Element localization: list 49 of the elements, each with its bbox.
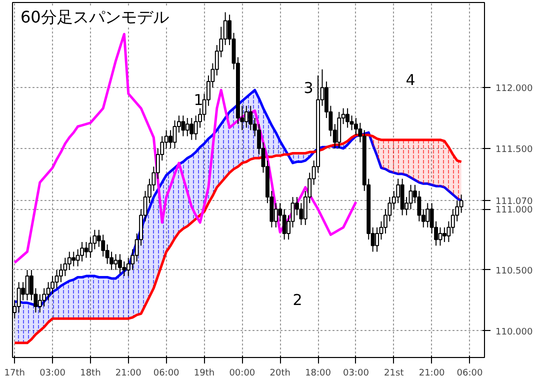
line-series: [13, 32, 358, 264]
x-tick-label: 03:00: [40, 368, 66, 378]
candlestick: [346, 108, 350, 128]
y-tick-label: 110.000: [496, 327, 533, 338]
candlestick: [16, 282, 21, 314]
candlestick: [67, 251, 72, 270]
candlestick: [459, 194, 464, 214]
candlestick: [185, 117, 190, 137]
candlestick: [84, 242, 88, 258]
x-tick-label: 06:00: [153, 368, 180, 378]
y-tick-label: 112.000: [496, 84, 533, 94]
y-tick-label: 111.500: [496, 144, 533, 155]
candlestick: [172, 120, 177, 149]
y-tick-label: 110.500: [496, 266, 533, 276]
candlestick: [181, 115, 186, 137]
candlestick: [282, 208, 286, 240]
x-tick-label: 03:00: [342, 368, 370, 378]
candlestick: [72, 251, 76, 267]
x-tick-label: 00:00: [229, 368, 256, 378]
x-tick-label: 18th: [80, 368, 101, 378]
candlestick: [375, 226, 380, 252]
candlestick: [25, 269, 30, 301]
x-tick-label: 17th: [4, 368, 25, 378]
candlestick: [54, 269, 59, 289]
annotation: 1: [194, 91, 204, 109]
candlestick: [168, 130, 173, 149]
annotation: 2: [292, 291, 302, 309]
candlestick: [190, 117, 194, 140]
candlestick: [118, 254, 122, 274]
candlestick: [442, 226, 446, 243]
candlestick: [101, 234, 106, 258]
candlestick: [114, 254, 118, 270]
x-tick-label: 06:00: [456, 368, 483, 378]
candlestick: [438, 226, 442, 246]
y-tick-label: 111.000: [496, 206, 533, 216]
x-tick-label: 18:00: [305, 368, 332, 378]
annotation: 3: [304, 79, 314, 97]
x-tick-label: 19th: [194, 368, 215, 378]
annotation: 4: [406, 71, 416, 89]
candlestick: [350, 115, 354, 131]
candlestick: [244, 105, 248, 128]
y-tick-label: 111.070: [496, 197, 533, 208]
x-tick-label: 21:00: [115, 368, 142, 378]
x-tick-label: 20th: [270, 368, 290, 378]
x-tick-label: 21st: [384, 368, 404, 378]
chart-title: 60分足スパンモデル: [20, 8, 169, 26]
candlestick: [426, 202, 430, 228]
candlestick: [248, 105, 253, 131]
x-tick-label: 21:00: [418, 368, 446, 378]
